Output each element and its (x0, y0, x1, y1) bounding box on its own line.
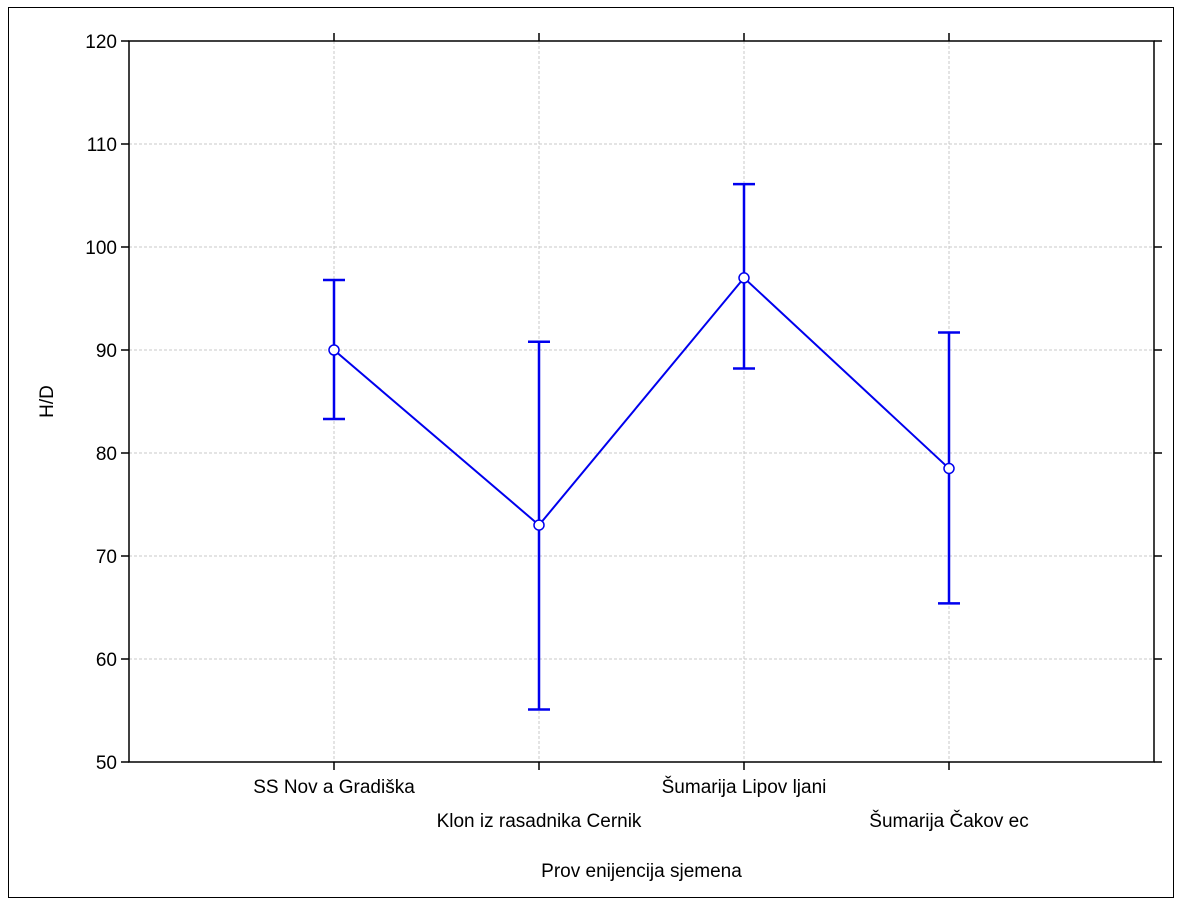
x-tick-label: Klon iz rasadnika Cernik (437, 811, 642, 832)
y-tick-label: 50 (96, 753, 117, 774)
y-tick-label: 70 (96, 547, 117, 568)
x-tick-label: Šumarija Lipov ljani (662, 776, 827, 798)
data-point (738, 272, 750, 284)
series-line (333, 276, 950, 527)
data-point (533, 519, 545, 531)
axis-ticks (121, 33, 1162, 770)
x-tick-label: Šumarija Čakov ec (869, 810, 1028, 832)
x-axis-label: Prov enijencija sjemena (541, 861, 742, 882)
plot-area (128, 40, 1155, 763)
y-tick-labels: 50 60 70 80 90 100 110 120 (85, 32, 117, 774)
y-tick-label: 60 (96, 650, 117, 671)
y-tick-label: 120 (85, 32, 117, 53)
y-tick-label: 100 (85, 238, 117, 259)
y-axis-label: H/D (37, 385, 58, 418)
y-tick-label: 110 (87, 135, 117, 156)
x-tick-labels: SS Nov a Gradiška Klon iz rasadnika Cerni… (253, 776, 1029, 832)
x-tick-label: SS Nov a Gradiška (253, 777, 415, 798)
data-point (328, 344, 340, 356)
series-layer (323, 182, 960, 711)
data-point (943, 462, 955, 475)
y-tick-label: 90 (96, 341, 117, 362)
y-tick-label: 80 (96, 444, 117, 465)
